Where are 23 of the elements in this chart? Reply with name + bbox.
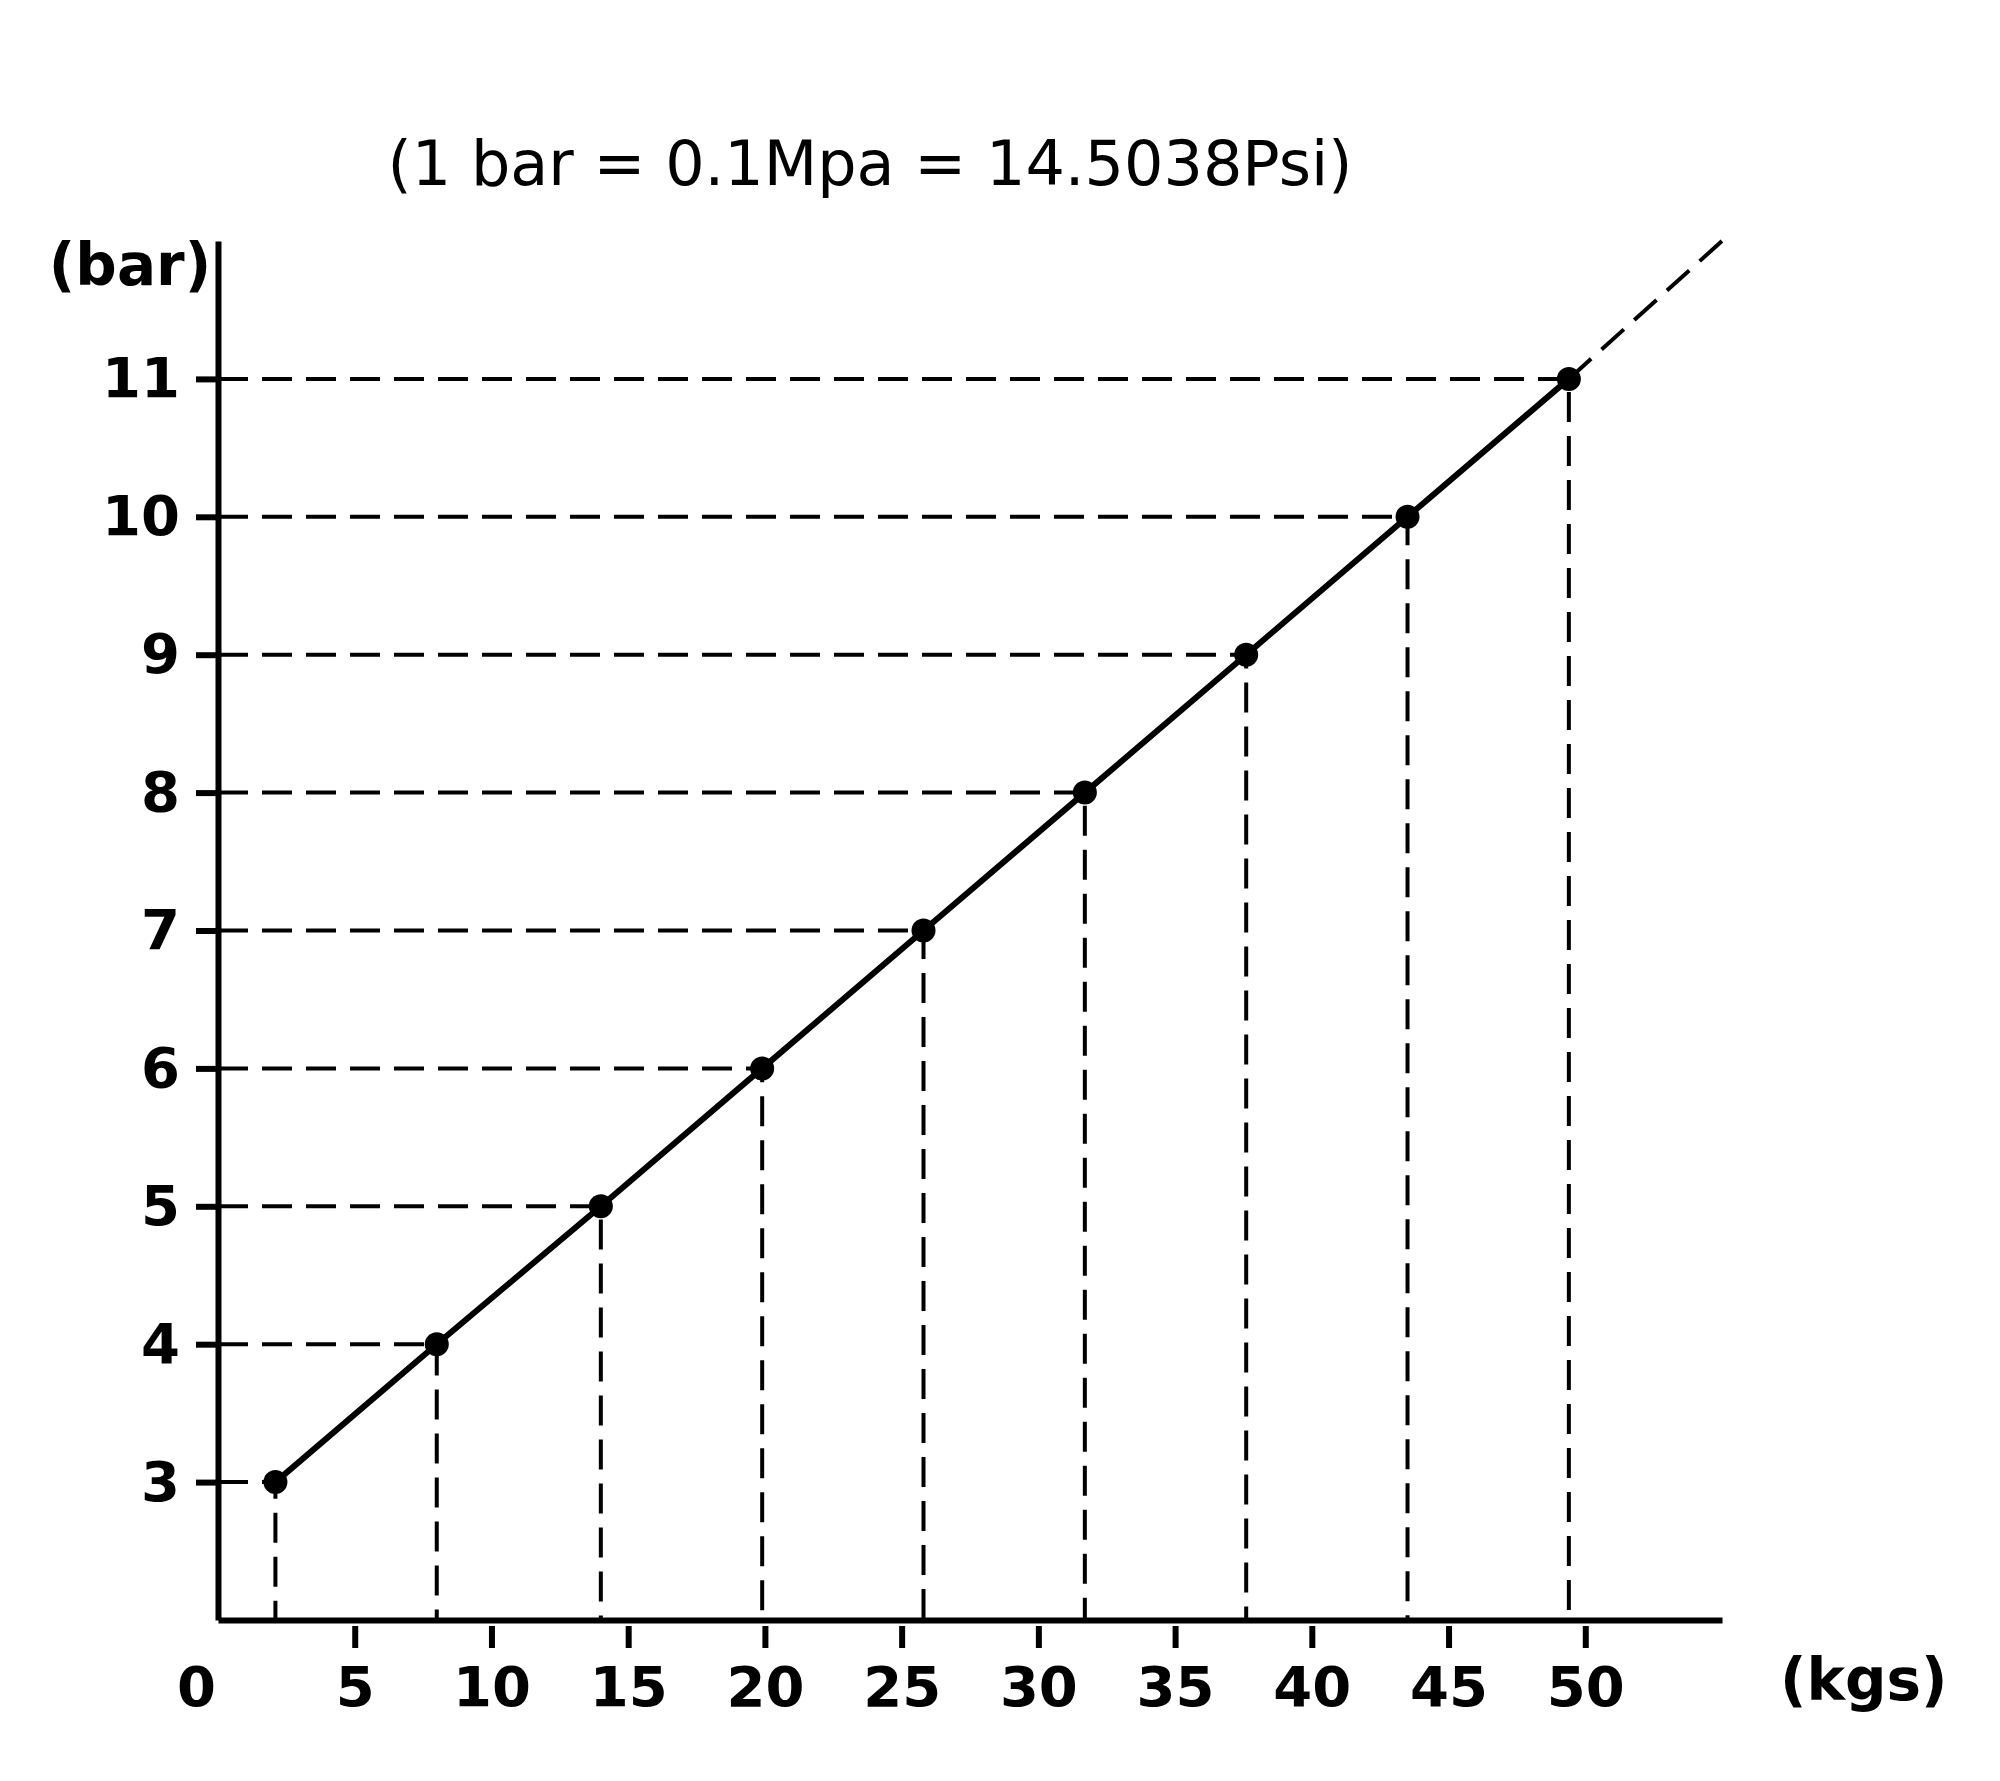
x-tick-label: 30: [999, 1653, 1078, 1719]
x-tick-label: 15: [589, 1653, 668, 1719]
y-tick-label: 10: [102, 483, 180, 549]
y-tick-label: 6: [141, 1034, 180, 1100]
x-tick-label: 20: [726, 1653, 805, 1719]
x-tick-label: 5: [335, 1653, 375, 1719]
y-tick-label: 9: [141, 621, 180, 687]
y-tick-label: 8: [141, 759, 180, 825]
x-tick-label: 40: [1273, 1653, 1352, 1719]
y-tick-label: 5: [141, 1172, 180, 1238]
x-axis-title: (kgs): [1780, 1646, 1948, 1714]
x-tick-label: 50: [1546, 1653, 1625, 1719]
x-tick-label: 25: [863, 1653, 942, 1719]
y-axis-title: (bar): [48, 231, 212, 299]
y-tick-label: 3: [141, 1448, 180, 1514]
x-tick-label: 45: [1410, 1653, 1489, 1719]
x-tick-label: 0: [177, 1653, 216, 1719]
y-tick-label: 4: [141, 1310, 180, 1376]
y-tick-label: 11: [102, 345, 180, 411]
x-tick-label: 10: [452, 1653, 531, 1719]
chart-title: (1 bar = 0.1Mpa = 14.5038Psi): [387, 127, 1353, 200]
x-tick-label: 35: [1136, 1653, 1215, 1719]
y-tick-label: 7: [141, 896, 180, 962]
